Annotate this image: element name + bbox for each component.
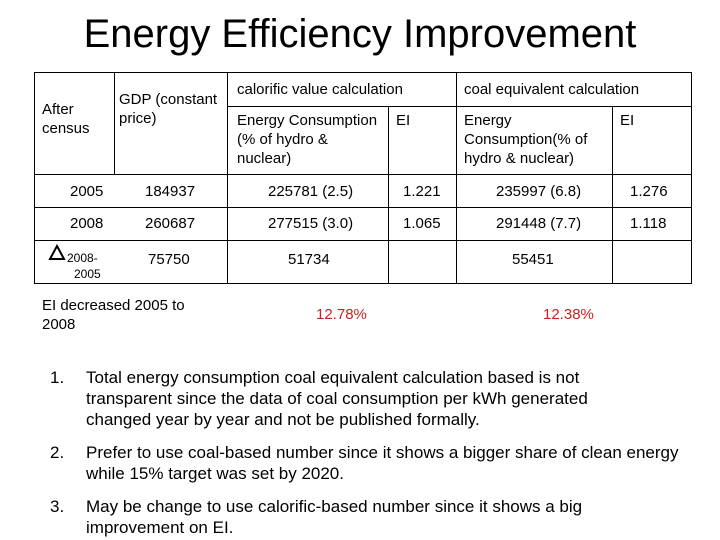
delta-gdp: 75750: [148, 251, 190, 268]
page-title: Energy Efficiency Improvement: [83, 12, 637, 56]
delta-label-bottom: 2005: [74, 267, 101, 281]
list-item-text: Prefer to use coal-based number since it…: [86, 443, 679, 483]
header-divider-1: [114, 72, 115, 174]
list-item-text: Total energy consumption coal equivalent…: [86, 368, 588, 429]
row-calorific-ei: 1.221: [403, 183, 441, 200]
ei-decrease-coal-pct: 12.38%: [543, 306, 594, 323]
row-coal-consumption: 235997 (6.8): [496, 183, 582, 200]
delta-coal: 55451: [512, 251, 554, 268]
header-calorific-group: calorific value calculation: [237, 81, 403, 98]
row-year: 2005: [70, 183, 104, 200]
row-divider-2005: [34, 207, 692, 208]
subheader-divider: [228, 106, 692, 107]
header-bottom-rule: [34, 174, 692, 175]
header-after-census: After census: [42, 101, 90, 137]
delta-label-top: 2008-: [67, 251, 98, 265]
ei-decrease-calorific-pct: 12.78%: [316, 306, 367, 323]
header-ei-calorific: EI: [396, 112, 411, 129]
row-gdp: 260687: [145, 215, 196, 232]
row-calorific-ei: 1.065: [403, 215, 441, 232]
ei-decrease-label: EI decreased 2005 to 2008: [42, 297, 185, 333]
header-ei-coal: EI: [620, 112, 635, 129]
list-item-number: 2.: [50, 443, 65, 462]
row-divider-2008: [34, 240, 692, 241]
column-divider-ei-1: [388, 106, 389, 284]
row-gdp: 184937: [145, 183, 196, 200]
list-item-number: 1.: [50, 368, 65, 387]
delta-calorific: 51734: [288, 251, 330, 268]
row-calorific-consumption: 277515 (3.0): [268, 215, 354, 232]
column-divider-groups: [456, 72, 457, 284]
column-divider-gdp: [227, 72, 228, 284]
header-gdp: GDP (constant price): [119, 91, 218, 127]
header-energy-consumption-coal: Energy Consumption(% of hydro & nuclear): [464, 112, 588, 167]
row-coal-consumption: 291448 (7.7): [496, 215, 582, 232]
row-coal-ei: 1.276: [630, 183, 668, 200]
header-energy-consumption-calorific: Energy Consumption (% of hydro & nuclear…: [237, 112, 378, 167]
table-border: [34, 72, 692, 284]
delta-triangle-icon: [48, 244, 66, 260]
header-coal-group: coal equivalent calculation: [464, 81, 640, 98]
list-item-text: May be change to use calorific-based num…: [86, 497, 583, 537]
column-divider-ei-2: [612, 106, 613, 284]
row-calorific-consumption: 225781 (2.5): [268, 183, 354, 200]
list-item-number: 3.: [50, 497, 65, 516]
row-year: 2008: [70, 215, 104, 232]
row-coal-ei: 1.118: [630, 215, 667, 232]
